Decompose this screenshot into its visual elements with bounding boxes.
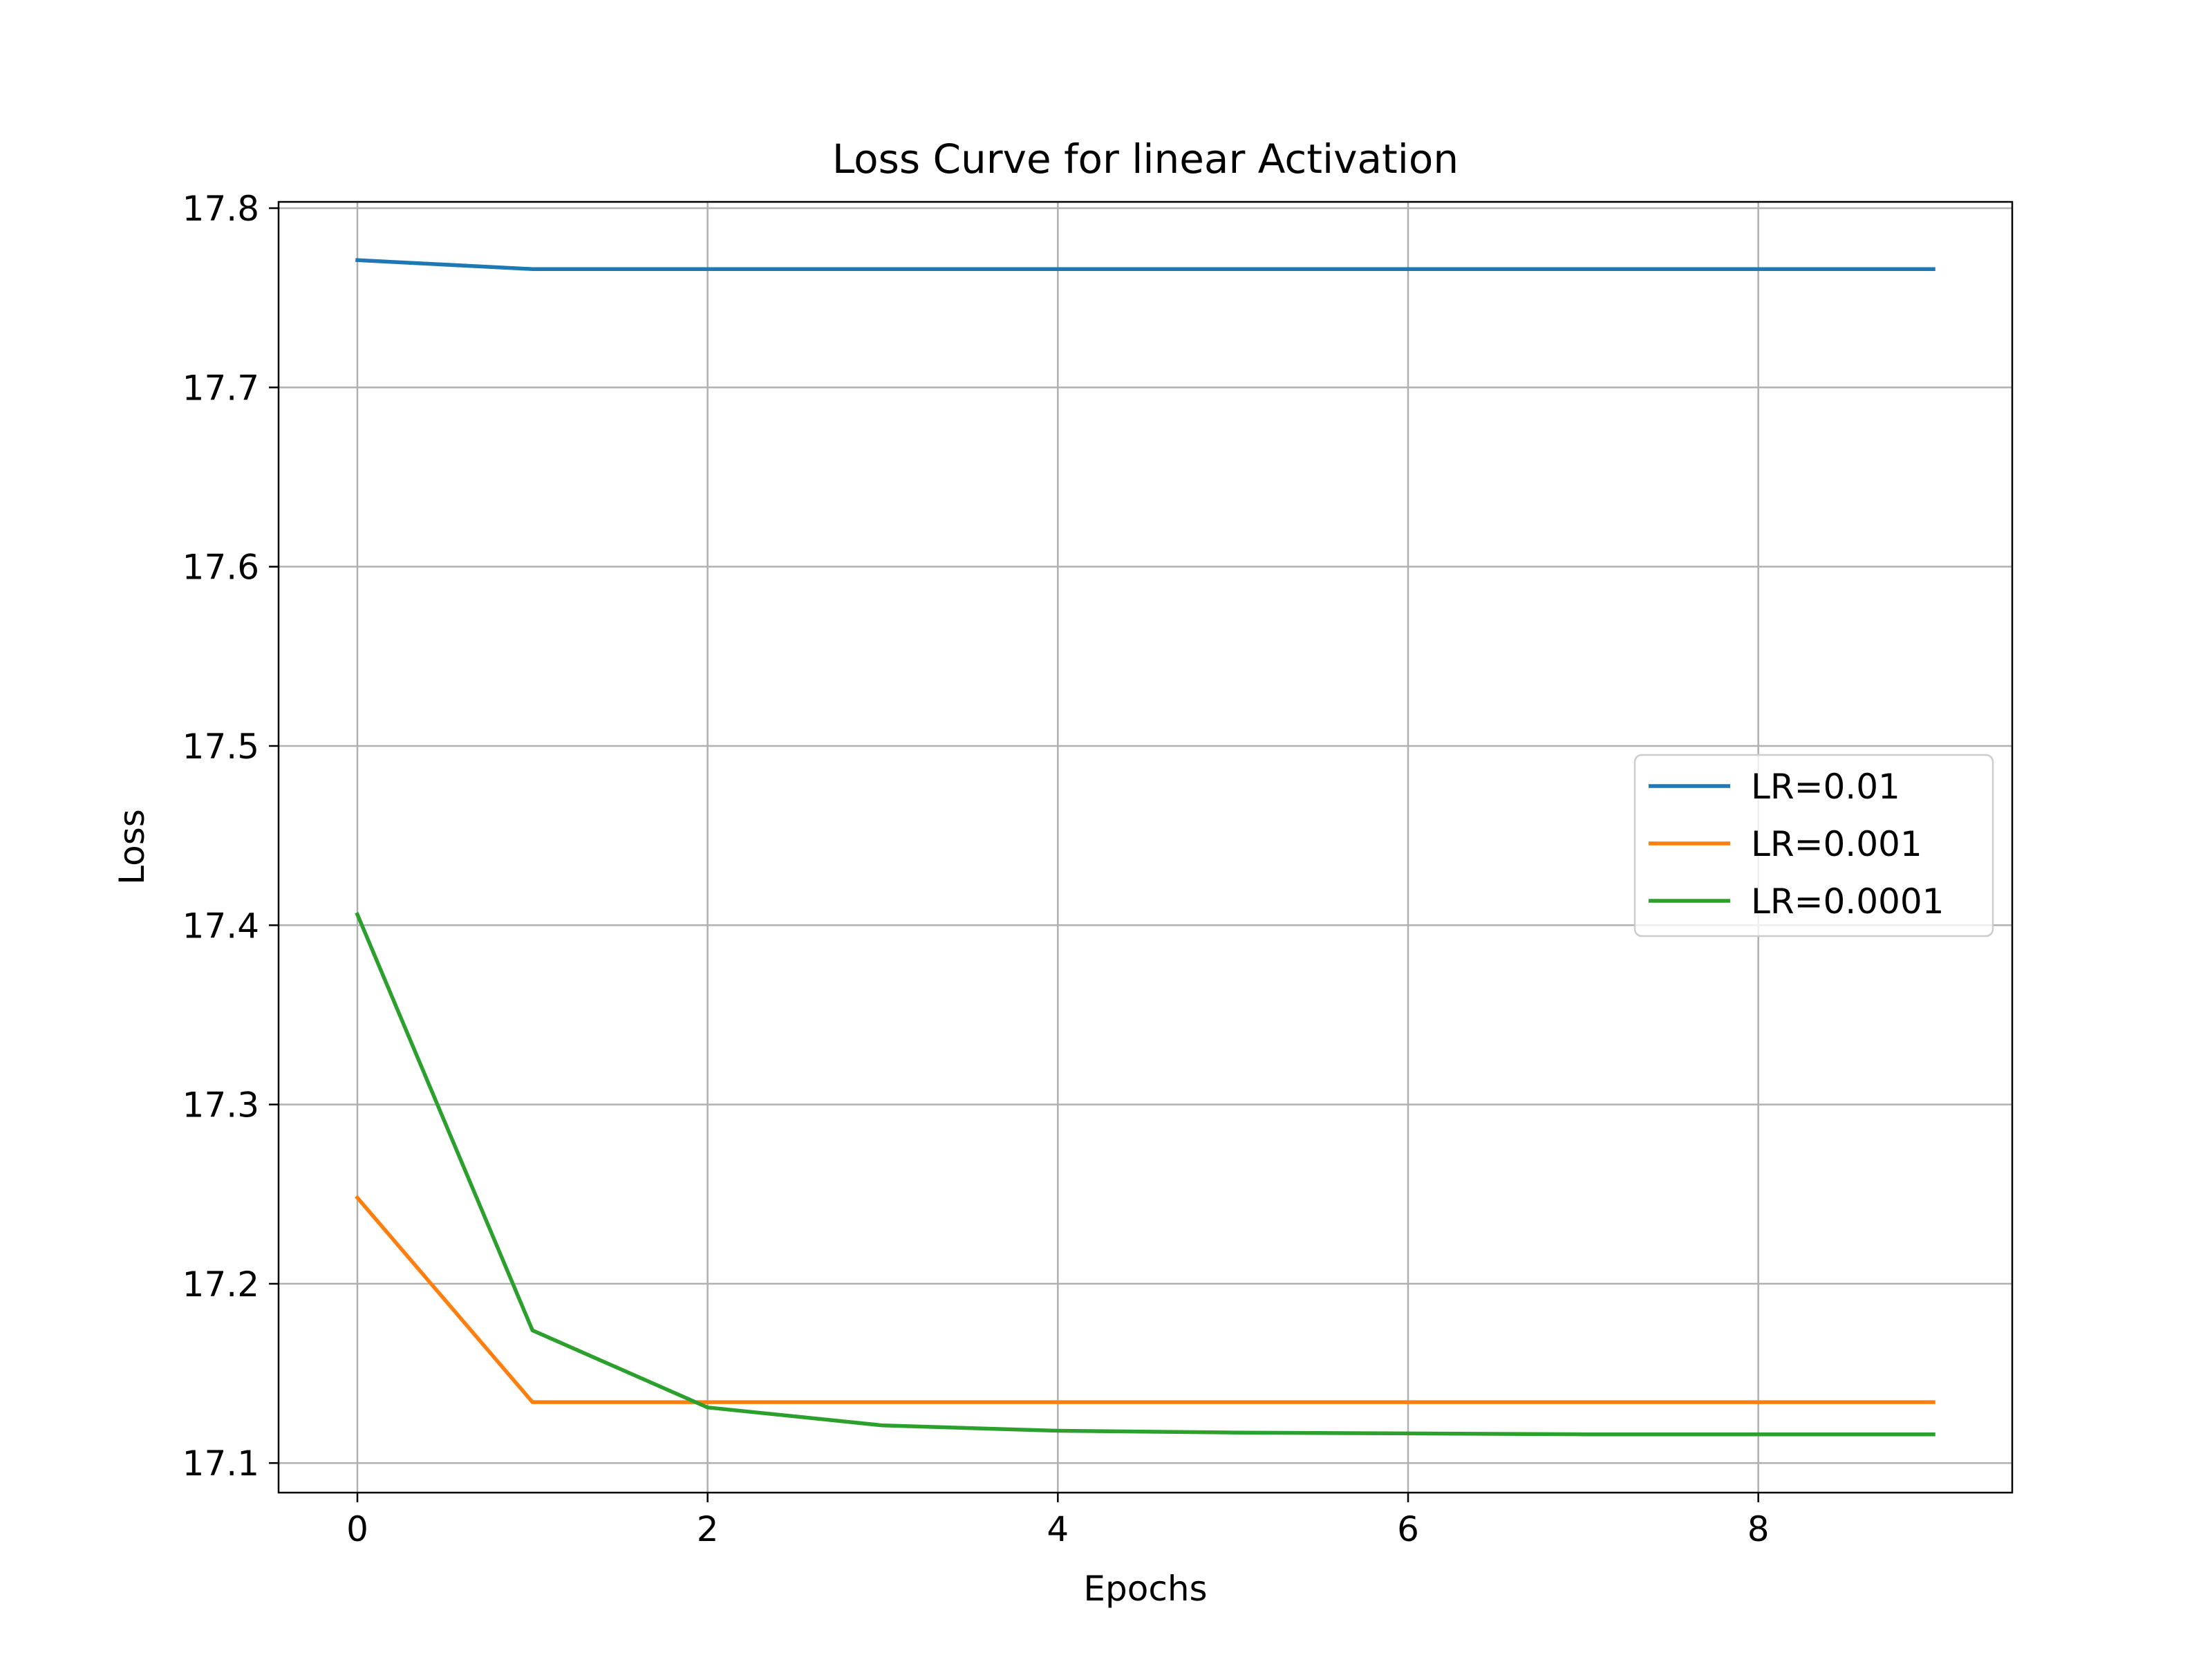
axis-ticks: 0 2 4 6 8 17.1 17.2 17.3 17.4 17.5 17.6 17.7 17.8: [182, 189, 1770, 1549]
y-axis-label: Loss: [112, 809, 152, 885]
x-tick-label: 8: [1747, 1509, 1770, 1549]
series-line-2: [355, 1195, 1936, 1404]
x-tick-label: 2: [697, 1509, 719, 1549]
legend-label-1: LR=0.01: [1751, 767, 1900, 807]
x-tick-label: 6: [1397, 1509, 1419, 1549]
y-tick-label: 17.8: [182, 189, 259, 229]
y-tick-label: 17.7: [182, 368, 259, 408]
y-tick-label: 17.3: [182, 1085, 259, 1126]
y-tick-label: 17.2: [182, 1264, 259, 1305]
x-axis-label: Epochs: [1083, 1569, 1207, 1609]
y-tick-label: 17.6: [182, 548, 259, 588]
legend: LR=0.01 LR=0.001 LR=0.0001: [1633, 754, 1994, 937]
series-line-1: [355, 258, 1936, 271]
x-tick-label: 0: [346, 1509, 368, 1549]
y-tick-label: 17.4: [182, 906, 259, 946]
plot-frame: [277, 200, 2014, 1494]
legend-label-2: LR=0.001: [1751, 824, 1922, 864]
legend-label-3: LR=0.0001: [1751, 881, 1944, 922]
chart-title: Loss Curve for linear Activation: [832, 136, 1459, 183]
y-tick-label: 17.1: [182, 1444, 259, 1484]
grid: [279, 202, 2012, 1493]
x-tick-label: 4: [1047, 1509, 1069, 1549]
series-line-3: [355, 912, 1936, 1437]
series-lines: [355, 258, 1936, 1437]
y-tick-label: 17.5: [182, 727, 259, 767]
legend-frame: [1633, 754, 1994, 937]
